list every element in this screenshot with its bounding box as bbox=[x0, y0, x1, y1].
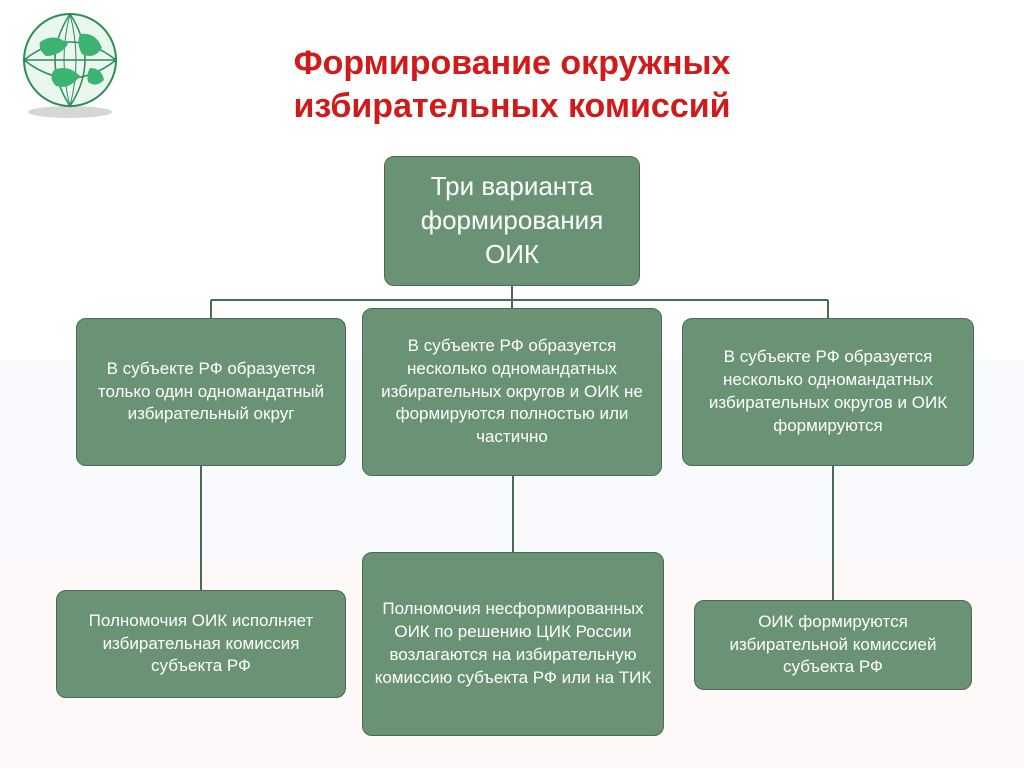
node-leaf-2: Полномочия несформированных ОИК по решен… bbox=[362, 552, 664, 736]
node-root-text: Три варианта формирования ОИК bbox=[395, 170, 629, 271]
node-branch-3-text: В субъекте РФ образуется несколько одном… bbox=[693, 346, 963, 438]
node-leaf-3-text: ОИК формируются избирательной комиссией … bbox=[705, 611, 961, 680]
node-branch-1: В субъекте РФ образуется только один одн… bbox=[76, 318, 346, 466]
diagram: Три варианта формирования ОИК В субъекте… bbox=[0, 0, 1024, 768]
node-branch-2: В субъекте РФ образуется несколько одном… bbox=[362, 308, 662, 476]
node-branch-3: В субъекте РФ образуется несколько одном… bbox=[682, 318, 974, 466]
node-leaf-2-text: Полномочия несформированных ОИК по решен… bbox=[373, 598, 653, 690]
node-branch-1-text: В субъекте РФ образуется только один одн… bbox=[87, 358, 335, 427]
node-root: Три варианта формирования ОИК bbox=[384, 156, 640, 286]
node-leaf-1-text: Полномочия ОИК исполняет избирательная к… bbox=[67, 610, 335, 679]
node-leaf-3: ОИК формируются избирательной комиссией … bbox=[694, 600, 972, 690]
node-leaf-1: Полномочия ОИК исполняет избирательная к… bbox=[56, 590, 346, 698]
node-branch-2-text: В субъекте РФ образуется несколько одном… bbox=[373, 335, 651, 450]
